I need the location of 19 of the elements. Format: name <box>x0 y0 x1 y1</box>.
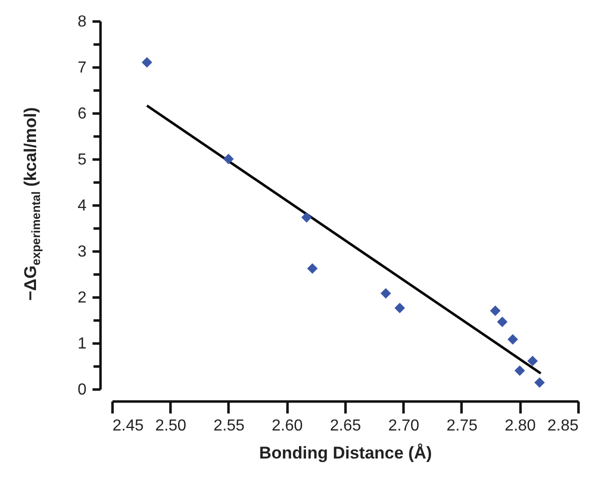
y-tick-label: 6 <box>78 106 87 122</box>
y-tick-label: 0 <box>78 382 87 398</box>
y-tick-label: 2 <box>78 290 87 306</box>
y-tick-label: 3 <box>78 244 87 260</box>
x-tick-label: 2.60 <box>272 418 303 434</box>
x-tick-label: 2.70 <box>388 418 420 434</box>
y-tick-label: 4 <box>78 198 87 214</box>
x-tick-label: 2.80 <box>504 418 536 434</box>
y-tick-label: 7 <box>78 60 87 76</box>
x-tick-label: 2.50 <box>155 418 186 434</box>
y-tick-label: 5 <box>78 152 87 168</box>
x-tick-label: 2.55 <box>213 418 245 434</box>
x-tick-label: 2.45 <box>112 418 144 434</box>
x-axis-title: Bonding Distance (Å) <box>259 444 432 462</box>
y-tick-label: 1 <box>78 336 87 352</box>
y-tick-label: 8 <box>78 14 87 30</box>
x-tick-label: 2.75 <box>446 418 478 434</box>
x-tick-label: 2.65 <box>330 418 362 434</box>
x-tick-label: 2.85 <box>547 418 579 434</box>
